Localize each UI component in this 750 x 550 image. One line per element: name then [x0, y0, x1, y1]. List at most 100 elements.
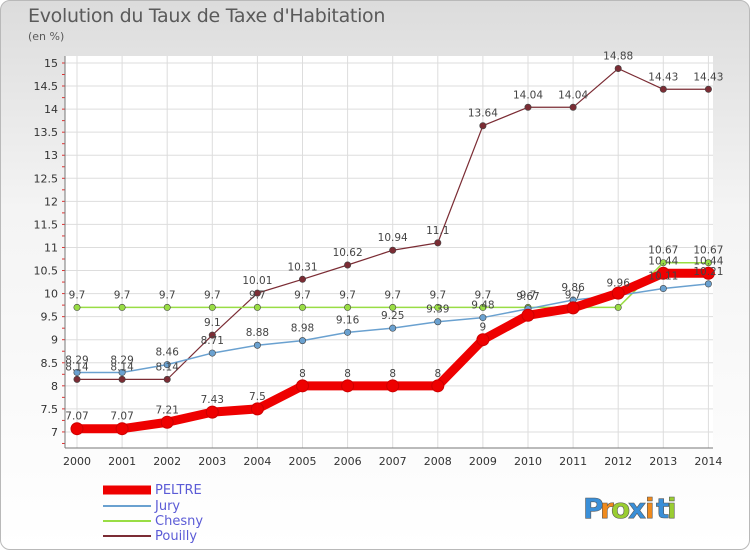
- data-point-chesny: [73, 303, 81, 311]
- data-point-jury: [659, 285, 667, 293]
- data-label-jury: 8.29: [110, 354, 133, 366]
- data-point-jury: [704, 280, 712, 288]
- y-tick-label: 13: [44, 149, 58, 162]
- data-label-pouilly: 10.62: [333, 247, 363, 259]
- data-label-pouilly: 14.43: [648, 71, 678, 83]
- data-label-peltre: 7.43: [201, 394, 224, 406]
- data-label-chesny: 9.7: [339, 289, 356, 301]
- data-label-peltre: 8: [344, 368, 351, 380]
- data-label-pouilly: 10.94: [378, 232, 408, 244]
- y-tick-label: 11: [44, 241, 58, 254]
- data-point-jury: [118, 368, 126, 376]
- data-point-pouilly: [704, 85, 712, 93]
- y-tick-label: 10: [44, 288, 58, 301]
- data-label-pouilly: 14.88: [603, 51, 633, 63]
- data-label-chesny: 9.7: [565, 289, 582, 301]
- data-point-jury: [434, 318, 442, 326]
- data-label-chesny: 10.67: [648, 245, 678, 257]
- data-point-pouilly: [118, 375, 126, 383]
- data-point-chesny: [659, 259, 667, 267]
- data-label-peltre: 8: [299, 368, 306, 380]
- y-tick-label: 14.5: [34, 80, 59, 93]
- data-point-peltre: [296, 379, 309, 393]
- y-tick-label: 14: [44, 103, 58, 116]
- x-tick-label: 2011: [559, 455, 587, 468]
- data-label-pouilly: 8.14: [65, 361, 89, 373]
- data-point-jury: [163, 361, 171, 369]
- data-label-chesny: 9.7: [475, 289, 492, 301]
- y-tick-label: 12.5: [34, 172, 59, 185]
- x-tick-label: 2012: [604, 455, 632, 468]
- data-point-chesny: [163, 303, 171, 311]
- data-label-pouilly: 10.31: [287, 261, 317, 273]
- data-label-pouilly: 14.43: [693, 71, 723, 83]
- data-point-jury: [253, 341, 261, 349]
- logo-letter: P: [583, 492, 604, 525]
- data-label-pouilly: 8.14: [110, 361, 134, 373]
- data-label-jury: 9.96: [607, 277, 631, 289]
- logo-letter: o: [611, 492, 630, 525]
- logo-letter: i: [645, 492, 655, 525]
- data-point-peltre: [476, 333, 490, 347]
- data-point-jury: [208, 349, 216, 357]
- data-label-jury: 8.88: [246, 327, 269, 339]
- data-point-jury: [73, 368, 81, 376]
- data-label-chesny: 10.67: [693, 245, 723, 257]
- legend-label-chesny: Chesny: [155, 514, 203, 529]
- y-tick-label: 8: [51, 380, 58, 393]
- data-label-jury: 9.39: [426, 304, 449, 316]
- data-point-peltre: [611, 286, 625, 300]
- data-label-pouilly: 14.04: [558, 89, 588, 101]
- legend-label-peltre: PELTRE: [155, 483, 202, 498]
- data-point-pouilly: [208, 331, 216, 339]
- x-tick-label: 2014: [694, 455, 722, 468]
- data-point-jury: [479, 314, 487, 322]
- y-tick-label: 12: [44, 195, 58, 208]
- x-tick-label: 2001: [108, 455, 136, 468]
- data-point-chesny: [434, 303, 442, 311]
- data-point-peltre: [160, 415, 174, 429]
- data-point-jury: [344, 328, 352, 336]
- y-tick-label: 8.5: [41, 357, 59, 370]
- data-point-chesny: [118, 303, 126, 311]
- y-tick-label: 7: [51, 426, 58, 439]
- data-label-jury: 9.67: [516, 291, 539, 303]
- data-point-peltre: [205, 405, 219, 419]
- y-tick-label: 10.5: [34, 265, 59, 278]
- data-point-pouilly: [389, 246, 397, 254]
- data-point-peltre: [70, 422, 84, 436]
- logo-letter: r: [600, 492, 614, 525]
- data-point-pouilly: [344, 261, 352, 269]
- data-label-jury: 8.46: [156, 347, 180, 359]
- data-point-peltre: [566, 301, 580, 315]
- data-point-chesny: [208, 303, 216, 311]
- data-label-peltre: 7.07: [110, 411, 133, 423]
- data-label-jury: 9.86: [561, 282, 585, 294]
- data-label-pouilly: 9.1: [204, 317, 221, 329]
- data-label-jury: 8.29: [65, 354, 88, 366]
- data-point-chesny: [704, 259, 712, 267]
- data-point-peltre: [115, 422, 129, 436]
- y-tick-label: 11.5: [34, 218, 59, 231]
- y-axis-unit-label: (en %): [28, 30, 65, 43]
- data-point-peltre: [431, 379, 445, 393]
- data-point-jury: [298, 337, 306, 345]
- data-point-pouilly: [253, 289, 261, 297]
- data-point-pouilly: [73, 375, 81, 383]
- data-point-chesny: [614, 303, 622, 311]
- data-label-chesny: 9.7: [520, 289, 537, 301]
- data-label-jury: 9.16: [336, 314, 360, 326]
- data-point-pouilly: [163, 375, 171, 383]
- x-tick-label: 2006: [334, 455, 362, 468]
- data-label-pouilly: 13.64: [468, 108, 498, 120]
- data-label-chesny: 9.7: [384, 289, 401, 301]
- data-label-peltre: 7.07: [65, 411, 88, 423]
- x-tick-label: 2004: [243, 455, 271, 468]
- x-tick-label: 2007: [379, 455, 407, 468]
- data-point-pouilly: [298, 275, 306, 283]
- data-point-pouilly: [479, 122, 487, 130]
- x-tick-label: 2003: [198, 455, 226, 468]
- data-point-pouilly: [614, 65, 622, 73]
- x-tick-label: 2008: [424, 455, 452, 468]
